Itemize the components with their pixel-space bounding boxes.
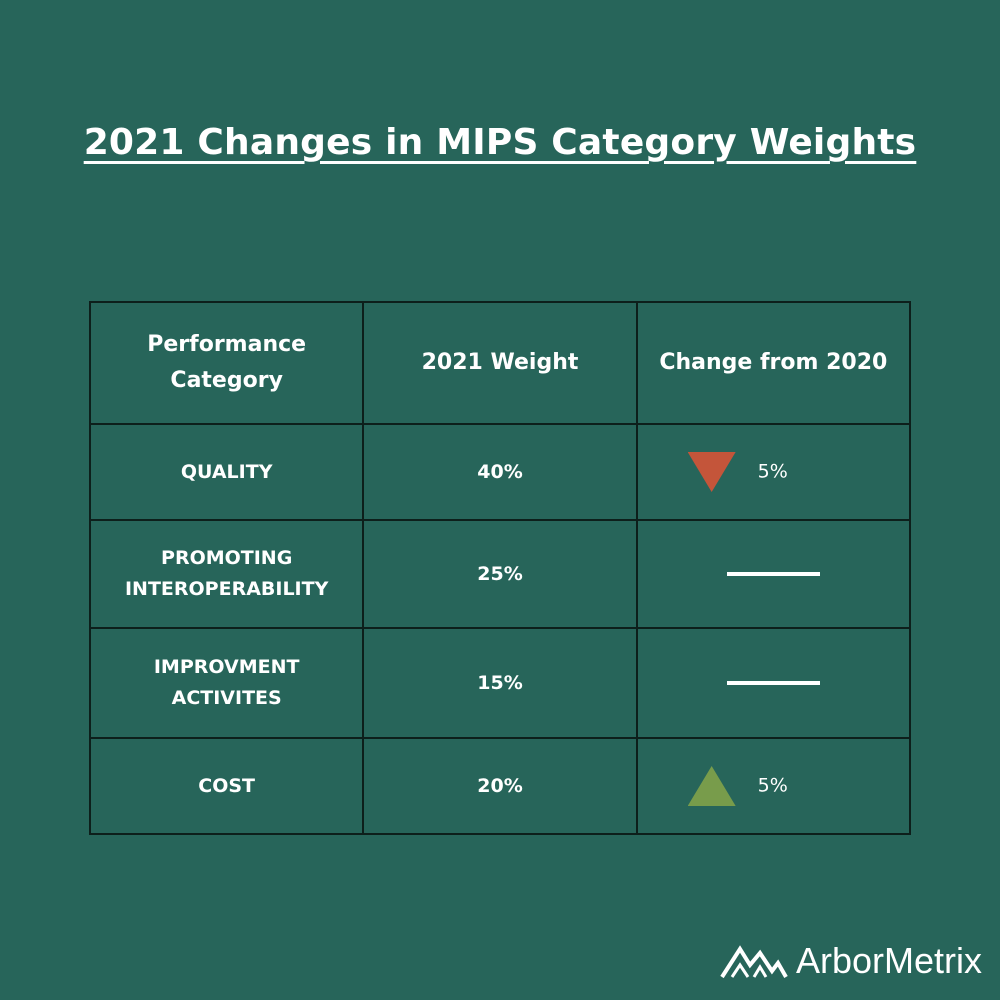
column-header-weight: 2021 Weight (362, 301, 638, 425)
table-row: QUALITY 40% 5% (88, 423, 912, 521)
table-row: PROMOTING INTEROPERABILITY 25% (88, 519, 912, 629)
category-cell: COST (88, 737, 365, 835)
category-cell: QUALITY (88, 423, 365, 521)
change-value: 5% (757, 460, 788, 483)
page-title: 2021 Changes in MIPS Category Weights (83, 122, 917, 163)
weights-table: Performance Category 2021 Weight Change … (88, 301, 912, 835)
weight-cell: 25% (362, 519, 638, 629)
brand-logo: ArborMetrix (720, 940, 982, 982)
column-header-change: Change from 2020 (635, 301, 912, 425)
change-cell: 5% (635, 737, 912, 835)
category-cell: PROMOTING INTEROPERABILITY (88, 519, 365, 629)
change-value: 5% (757, 774, 788, 797)
column-header-category: Performance Category (88, 301, 365, 425)
brand-name: ArborMetrix (795, 940, 982, 981)
weight-cell: 40% (362, 423, 638, 521)
table-row: COST 20% 5% (88, 737, 912, 835)
change-cell (635, 627, 912, 739)
change-cell: 5% (635, 423, 912, 521)
no-change-dash-icon (726, 572, 820, 576)
no-change-dash-icon (726, 681, 820, 685)
change-cell (635, 519, 912, 629)
mountains-icon (720, 945, 788, 979)
table-row: IMPROVMENT ACTIVITES 15% (88, 627, 912, 739)
weight-cell: 20% (362, 737, 638, 835)
table-header-row: Performance Category 2021 Weight Change … (88, 301, 912, 425)
category-cell: IMPROVMENT ACTIVITES (88, 627, 365, 739)
weight-cell: 15% (362, 627, 638, 739)
decrease-triangle-icon (687, 452, 736, 492)
increase-triangle-icon (687, 766, 736, 806)
